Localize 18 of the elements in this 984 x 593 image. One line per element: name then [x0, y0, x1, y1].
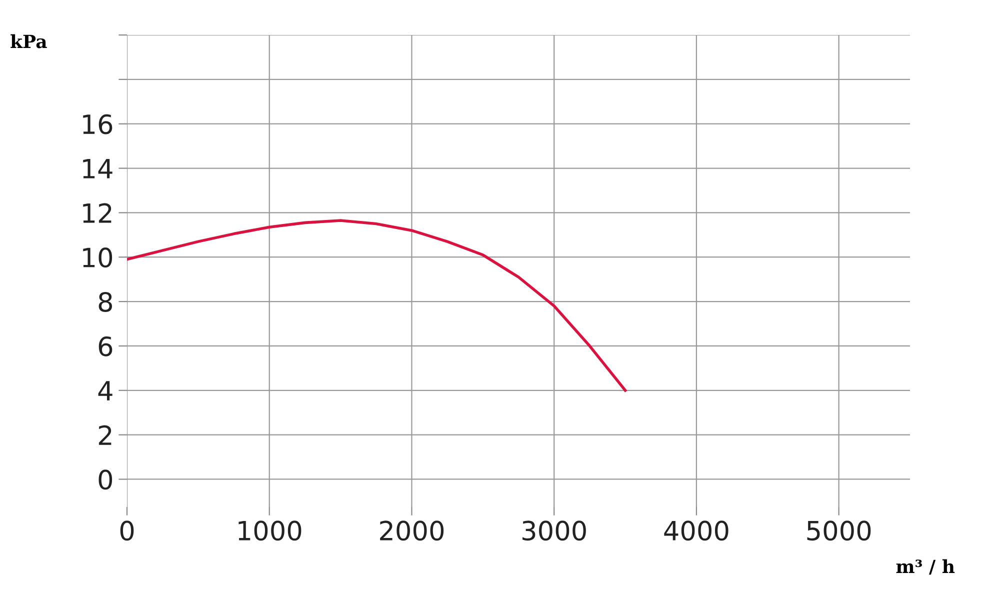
y-axis-title: kPa: [10, 34, 47, 48]
y-tick-label: 10: [83, 248, 112, 268]
x-tick-label: 1000: [238, 520, 302, 541]
x-tick-label: 2000: [380, 520, 444, 541]
y-tick-label: 14: [83, 159, 112, 178]
x-tick-label: 0: [120, 520, 134, 541]
y-tick-label: 0: [98, 470, 112, 490]
x-tick-label: 4000: [664, 520, 728, 541]
x-tick-label: 3000: [522, 520, 586, 541]
y-tick-label: 2: [98, 425, 112, 445]
x-tick-label: 5000: [807, 520, 871, 541]
line-series: [127, 219, 627, 392]
y-tick-label: 12: [83, 203, 112, 223]
y-tick-label: 16: [83, 114, 112, 134]
y-tick-label: 4: [98, 381, 112, 400]
y-tick-label: 8: [98, 292, 112, 312]
x-axis-title: m³ / h: [896, 559, 955, 575]
y-tick-label: 6: [98, 336, 112, 356]
